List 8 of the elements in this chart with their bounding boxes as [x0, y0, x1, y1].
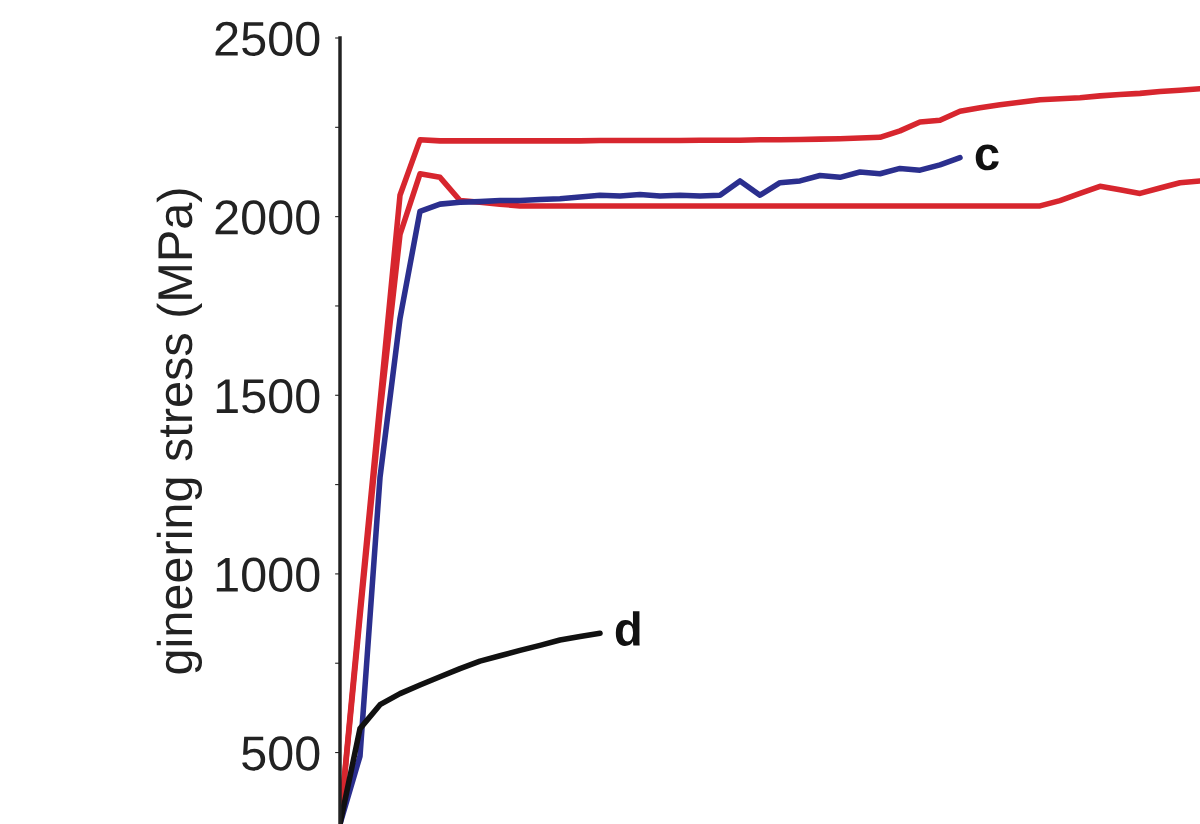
y-tick-label: 2000 — [215, 200, 320, 235]
series-label: d — [615, 611, 640, 646]
series-label: c — [975, 144, 999, 171]
y-tick-label: 1000 — [216, 557, 320, 592]
y-tick-label: 500 — [242, 736, 320, 771]
y-tick-label: 1500 — [216, 378, 320, 414]
y-tick-label: 2500 — [215, 21, 320, 57]
y-axis-title: gineering stress (MPa) — [156, 189, 203, 674]
